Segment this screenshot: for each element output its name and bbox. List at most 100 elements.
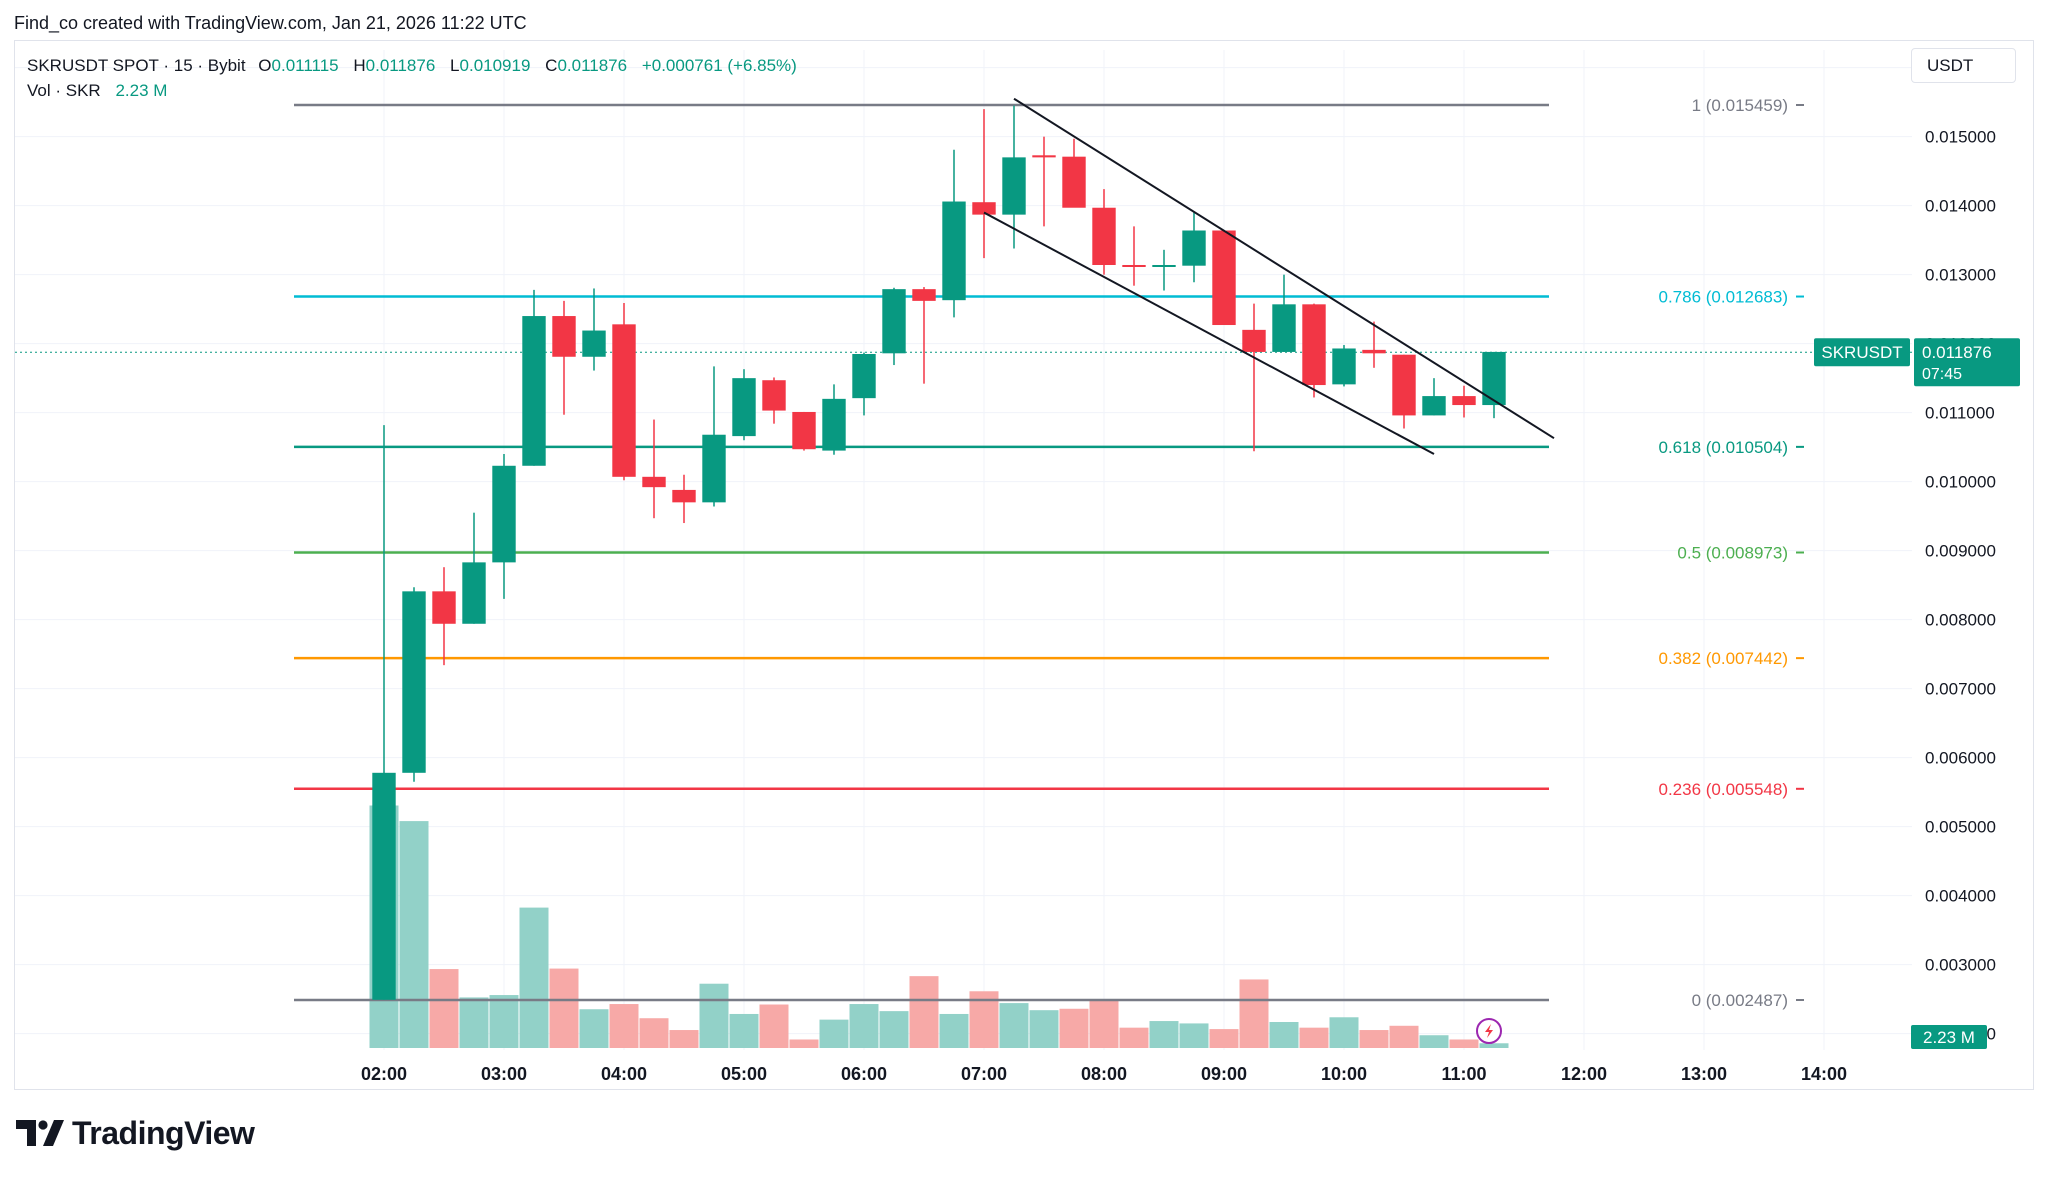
fib-label-0.5: 0.5 (0.008973) xyxy=(1677,544,1788,563)
legend-high-label: H xyxy=(353,56,366,75)
volume-bar xyxy=(519,907,549,1048)
volume-bar xyxy=(639,1018,669,1048)
channel-trendline xyxy=(983,211,1435,455)
volume-bar xyxy=(579,1009,609,1048)
volume-bar xyxy=(1179,1023,1209,1048)
volume-bar xyxy=(1449,1039,1479,1048)
time-tick-label: 02:00 xyxy=(361,1064,407,1084)
time-tick-label: 05:00 xyxy=(721,1064,767,1084)
volume-bar xyxy=(459,997,489,1048)
volume-bar xyxy=(729,1013,759,1048)
legend-open-label: O xyxy=(258,56,272,75)
candle-body xyxy=(762,380,786,411)
candle-body xyxy=(1242,329,1266,352)
candle-body xyxy=(642,476,666,488)
volume-bar xyxy=(1089,999,1119,1048)
time-tick-label: 11:00 xyxy=(1441,1064,1486,1084)
bar-countdown: 07:45 xyxy=(1922,366,1962,383)
candle-body xyxy=(1272,304,1296,352)
tradingview-branding[interactable]: TradingView xyxy=(16,1114,255,1151)
fib-label-0.236: 0.236 (0.005548) xyxy=(1659,780,1789,799)
candle-body xyxy=(492,465,516,563)
price-tick-label: 0.007000 xyxy=(1925,680,1996,699)
candle-body xyxy=(912,289,936,301)
volume-bar xyxy=(429,969,459,1048)
candle-body xyxy=(1422,396,1446,416)
price-tick-label: 0.010000 xyxy=(1925,473,1996,492)
candle-body xyxy=(462,562,486,624)
legend-open-value: 0.011115 xyxy=(271,56,339,75)
volume-value-label: 2.23 M xyxy=(1923,1028,1975,1047)
volume-bar xyxy=(1299,1027,1329,1048)
candle-body xyxy=(942,201,966,301)
channel-trendline xyxy=(1013,97,1555,440)
legend-close-value: 0.011876 xyxy=(557,56,628,75)
candle-body xyxy=(882,289,906,354)
chart-frame xyxy=(14,40,2034,1090)
volume-bars xyxy=(369,805,1509,1048)
lightning-icon-bolt xyxy=(1485,1024,1493,1038)
candle-body xyxy=(1122,264,1146,267)
time-tick-label: 07:00 xyxy=(961,1064,1007,1084)
candle-body xyxy=(1062,156,1086,208)
time-tick-label: 13:00 xyxy=(1681,1064,1727,1084)
legend-symbol[interactable]: SKRUSDT SPOT · 15 · Bybit xyxy=(27,56,246,75)
candle-body xyxy=(1482,351,1506,406)
volume-bar xyxy=(789,1039,819,1048)
fib-label-0.786: 0.786 (0.012683) xyxy=(1659,288,1789,307)
price-tick-label: 0.006000 xyxy=(1925,749,1996,768)
volume-bar xyxy=(879,1011,909,1048)
price-tick-label: 0.005000 xyxy=(1925,818,1996,837)
candle-body xyxy=(822,398,846,451)
volume-bar xyxy=(1209,1029,1239,1048)
candle-body xyxy=(1362,349,1386,354)
brand-name: TradingView xyxy=(72,1114,255,1151)
candle-body xyxy=(522,316,546,466)
legend-ohlc-row: SKRUSDT SPOT · 15 · Bybit O0.011115 H0.0… xyxy=(27,53,797,78)
candle-body xyxy=(1302,304,1326,386)
time-tick-label: 12:00 xyxy=(1561,1064,1607,1084)
price-tick-label: 0.015000 xyxy=(1925,128,1996,147)
candle-body xyxy=(1002,157,1026,215)
time-tick-label: 08:00 xyxy=(1081,1064,1127,1084)
candle-body xyxy=(1032,155,1056,158)
price-tick-label: 0.014000 xyxy=(1925,197,1996,216)
volume-bar xyxy=(909,976,939,1048)
candle-body xyxy=(1092,207,1116,265)
legend-high-value: 0.011876 xyxy=(365,56,436,75)
time-tick-label: 03:00 xyxy=(481,1064,527,1084)
candle-body xyxy=(1152,264,1176,267)
volume-bar xyxy=(1149,1021,1179,1048)
candle-body xyxy=(1452,396,1476,406)
volume-bar xyxy=(1419,1035,1449,1048)
symbol-price-tag-text: SKRUSDT xyxy=(1821,343,1902,362)
lightning-icon xyxy=(1476,1018,1502,1044)
volume-bar xyxy=(669,1030,699,1048)
price-tick-label: 0.011000 xyxy=(1925,404,1995,423)
volume-bar xyxy=(1359,1030,1389,1048)
legend-volume-label[interactable]: Vol · SKR xyxy=(27,81,101,100)
candle-body xyxy=(1392,354,1416,416)
currency-button[interactable]: USDT xyxy=(1911,48,2016,83)
volume-bar xyxy=(999,1003,1029,1048)
candle-body xyxy=(792,411,816,450)
candle-body xyxy=(582,330,606,357)
volume-bar xyxy=(1479,1043,1509,1048)
fib-label-0: 0 (0.002487) xyxy=(1692,991,1788,1010)
volume-bar xyxy=(1329,1017,1359,1048)
price-tick-label: 0.013000 xyxy=(1925,266,1996,285)
volume-value-box xyxy=(1911,1025,1987,1049)
volume-bar xyxy=(1029,1010,1059,1048)
price-tick-label: 0.009000 xyxy=(1925,542,1996,561)
volume-bar xyxy=(819,1019,849,1048)
volume-bar xyxy=(939,1013,969,1048)
volume-bar xyxy=(549,968,579,1048)
time-tick-label: 04:00 xyxy=(601,1064,647,1084)
fib-label-0.382: 0.382 (0.007442) xyxy=(1659,649,1789,668)
volume-bar xyxy=(1269,1022,1299,1048)
volume-bar xyxy=(849,1004,879,1048)
chart-legend: SKRUSDT SPOT · 15 · Bybit O0.011115 H0.0… xyxy=(27,53,797,103)
candle-body xyxy=(612,324,636,477)
candle-body xyxy=(432,591,456,624)
